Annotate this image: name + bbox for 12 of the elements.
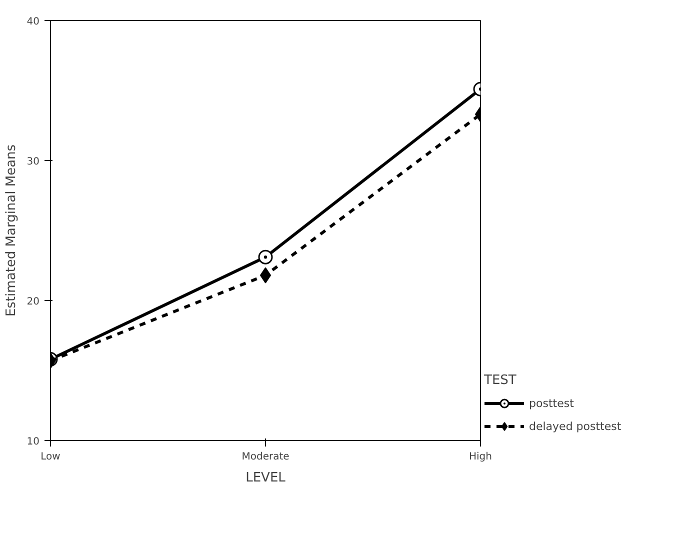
x-tick-label: High [469, 452, 492, 462]
x-tick-label: Moderate [242, 452, 290, 462]
y-tick-label: 10 [26, 436, 40, 448]
y-axis-title: Estimated Marginal Means [4, 144, 19, 317]
legend-label: delayed posttest [529, 420, 622, 432]
x-tick-label: Low [40, 452, 60, 462]
legend-title: TEST [484, 373, 518, 388]
legend-label: posttest [529, 396, 574, 410]
y-tick-label: 20 [26, 296, 40, 308]
x-axis-title: LEVEL [246, 470, 286, 486]
y-tick-label: 30 [26, 156, 40, 168]
y-tick-label: 40 [26, 16, 40, 28]
